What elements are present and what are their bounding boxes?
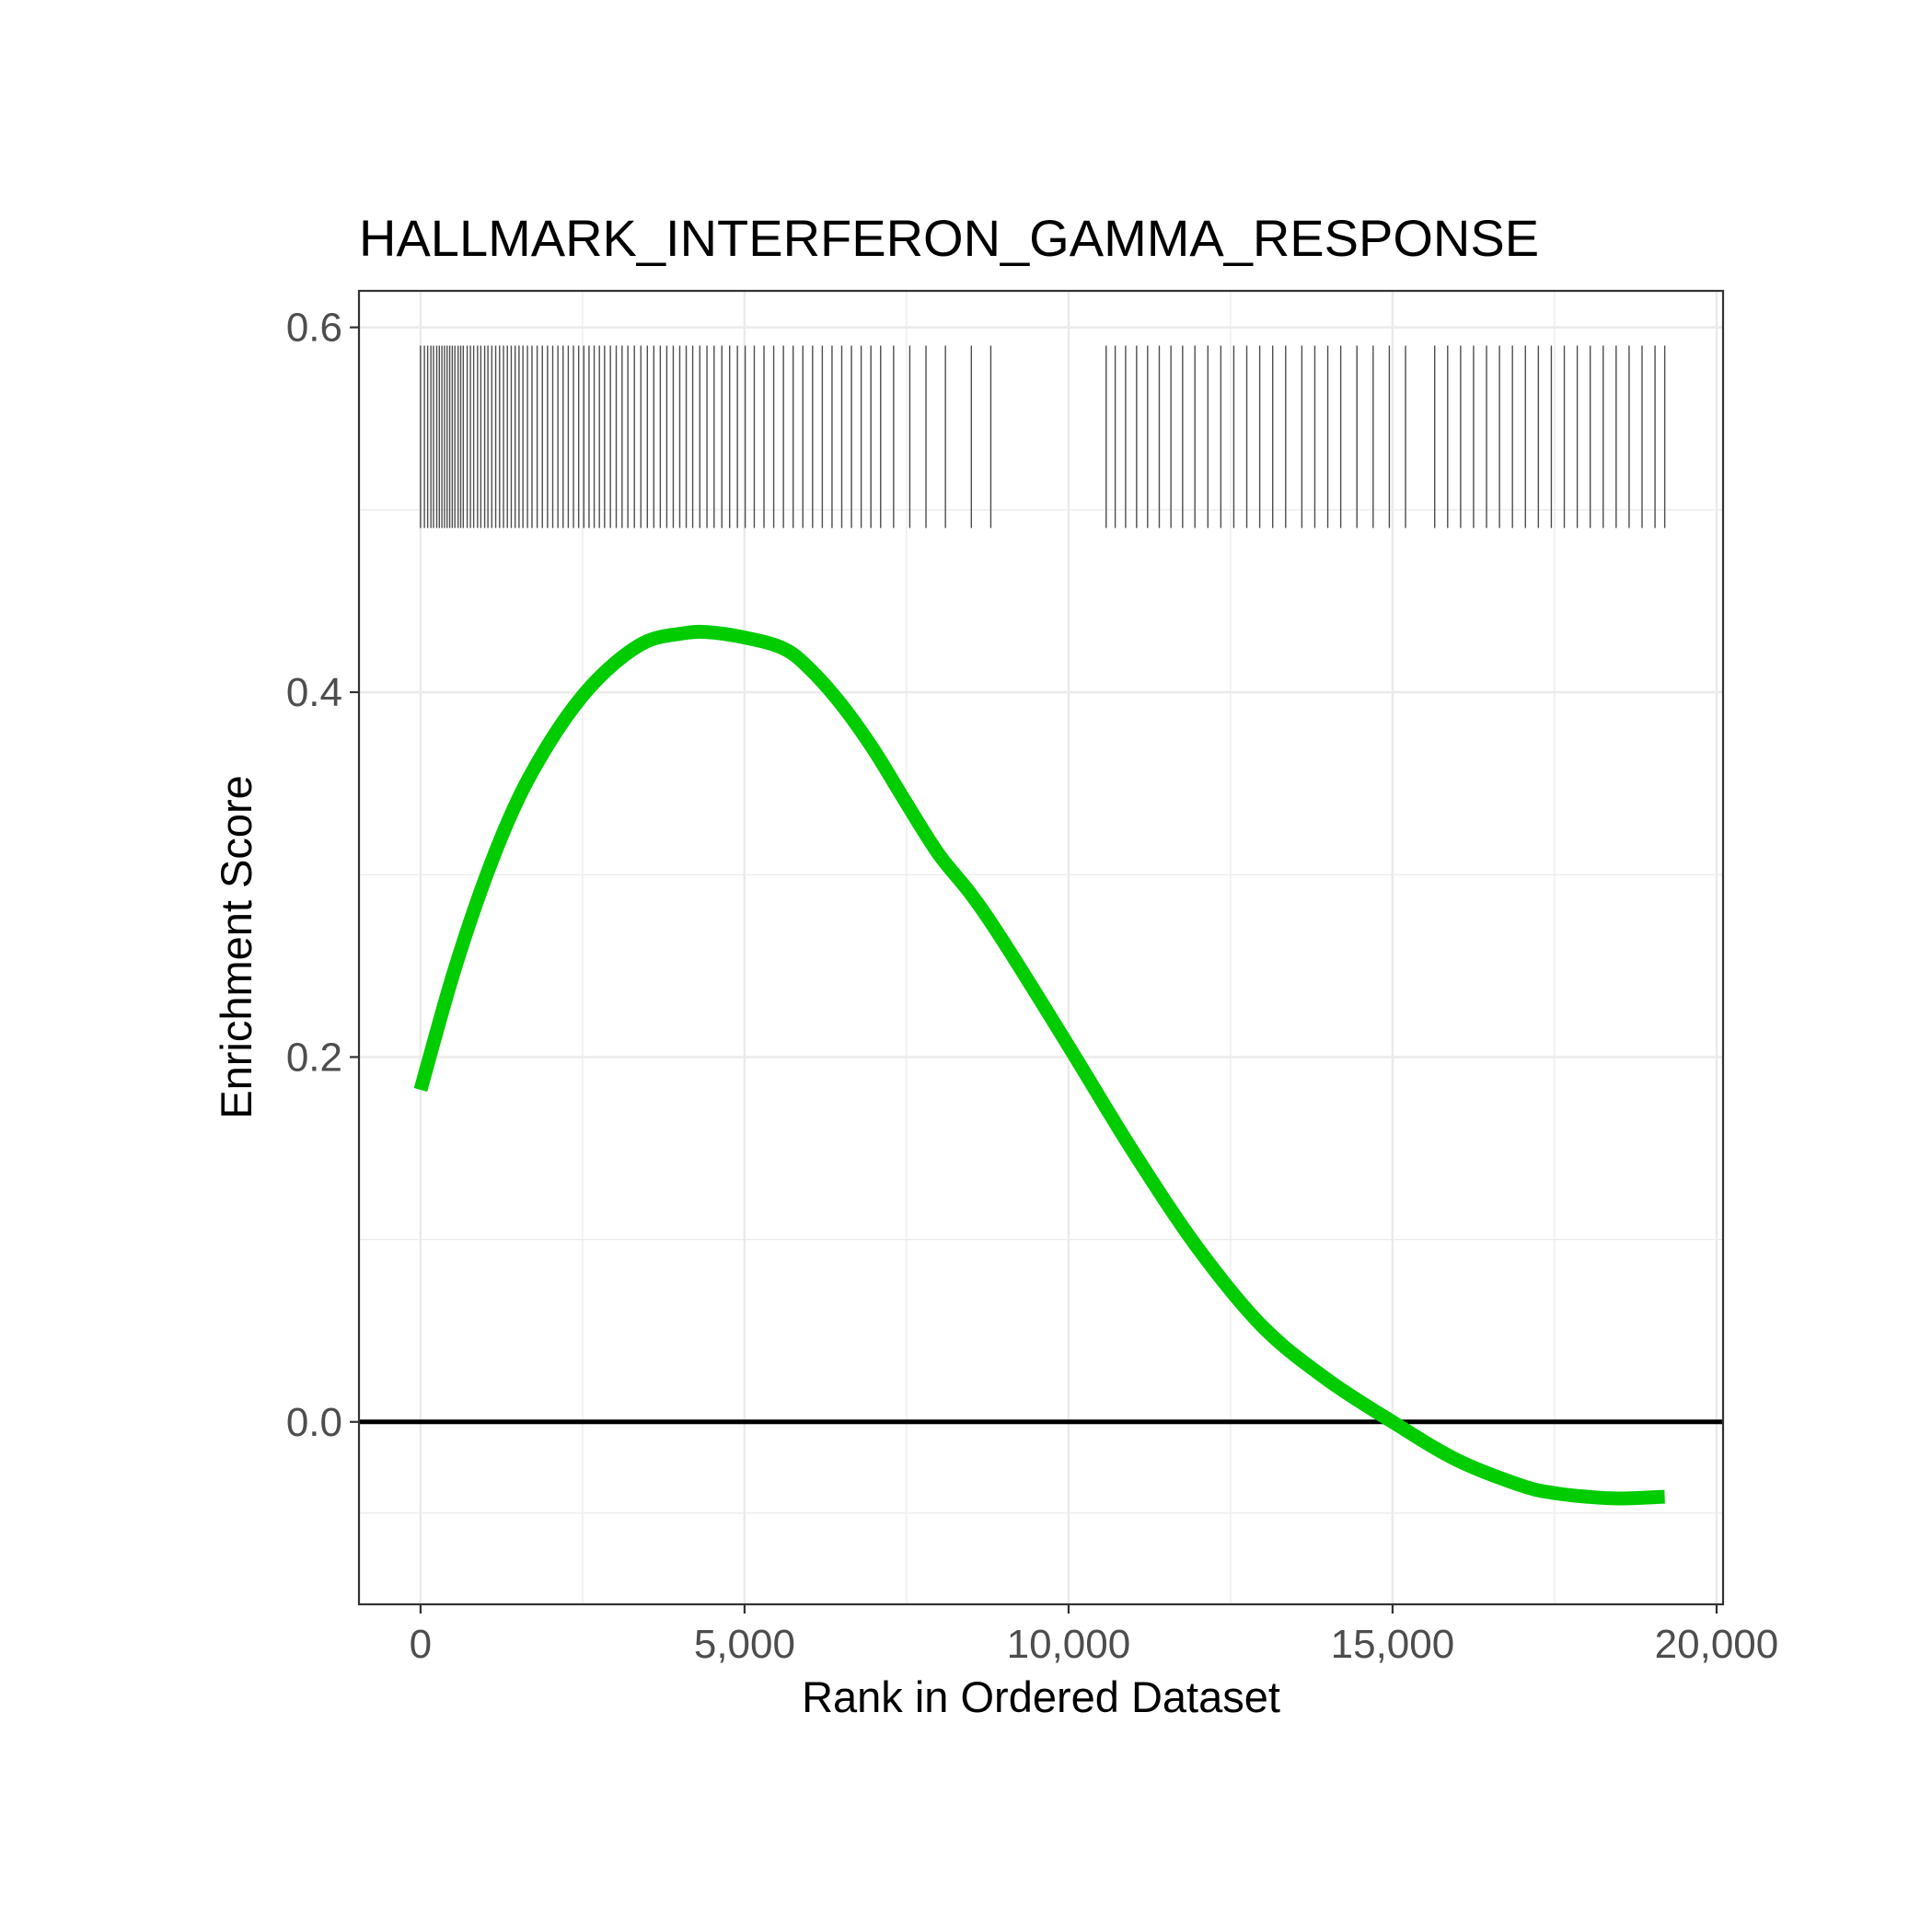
x-tick-label: 0 [410, 1622, 432, 1667]
x-tick-label: 5,000 [694, 1622, 795, 1667]
x-axis-title: Rank in Ordered Dataset [802, 1672, 1280, 1721]
y-tick-label: 0.6 [286, 306, 342, 351]
enrichment-curve [413, 624, 1665, 1506]
y-axis-title: Enrichment Score [212, 775, 260, 1119]
y-tick-label: 0.0 [286, 1400, 342, 1445]
x-tick-label: 15,000 [1331, 1622, 1455, 1667]
x-tick-label: 10,000 [1007, 1622, 1131, 1667]
chart-title: HALLMARK_INTERFERON_GAMMA_RESPONSE [359, 209, 1539, 267]
y-tick-label: 0.2 [286, 1035, 342, 1080]
x-tick-label: 20,000 [1655, 1622, 1779, 1667]
axis-layer: 0 5,000 10,000 15,000 20,000 0.0 0.2 0.4 0.6 [286, 306, 1778, 1667]
curve-layer [413, 624, 1665, 1506]
hit-marks [420, 345, 1666, 528]
panel-border [357, 289, 1725, 1606]
y-tick-label: 0.4 [286, 670, 342, 715]
